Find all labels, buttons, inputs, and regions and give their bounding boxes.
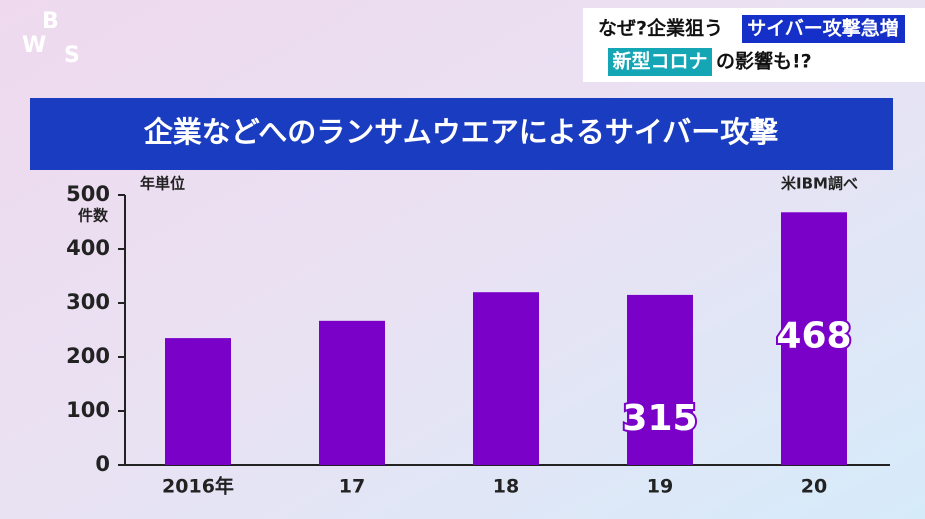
logo-letter: W: [22, 33, 46, 58]
caption-text: なぜ?企業狙う: [598, 17, 723, 40]
bar: [781, 212, 847, 465]
x-tick-label: 19: [647, 476, 673, 498]
y-tick-label: 400: [66, 236, 110, 260]
caption: なぜ?企業狙う サイバー攻撃急増 新型コロナ の影響も!?: [583, 8, 925, 82]
x-tick-label: 17: [339, 476, 365, 498]
y-tick-label: 500: [66, 182, 110, 206]
y-tick-label: 100: [66, 398, 110, 422]
value-label: 315: [622, 398, 697, 439]
x-tick-label: 18: [493, 476, 519, 498]
y-tick-label: 300: [66, 290, 110, 314]
caption-text: サイバー攻撃急増: [747, 17, 899, 40]
bar: [165, 338, 231, 465]
logo: W B S: [22, 9, 80, 68]
caption-highlight: [608, 48, 712, 76]
logo-letter: S: [64, 43, 80, 68]
title-banner: [30, 98, 893, 170]
chart-title: 企業などへのランサムウエアによるサイバー攻撃: [144, 115, 779, 149]
caption-text: 新型コロナ: [612, 50, 707, 73]
bar: [319, 320, 385, 465]
y-tick-label: 0: [95, 452, 110, 476]
caption-highlight: [742, 15, 905, 43]
logo-letter: B: [42, 9, 59, 34]
caption-text: の影響も!?: [716, 50, 812, 73]
value-label: 468: [776, 315, 851, 356]
x-tick-label: 2016年: [162, 475, 234, 498]
x-tick-label: 20: [801, 476, 827, 498]
bar: [627, 294, 693, 465]
y-axis-label: 件数: [78, 207, 109, 225]
y-tick-label: 200: [66, 344, 110, 368]
bar: [473, 292, 539, 465]
unit-note: 年単位: [140, 175, 185, 193]
source-note: 米IBM調べ: [781, 175, 858, 193]
